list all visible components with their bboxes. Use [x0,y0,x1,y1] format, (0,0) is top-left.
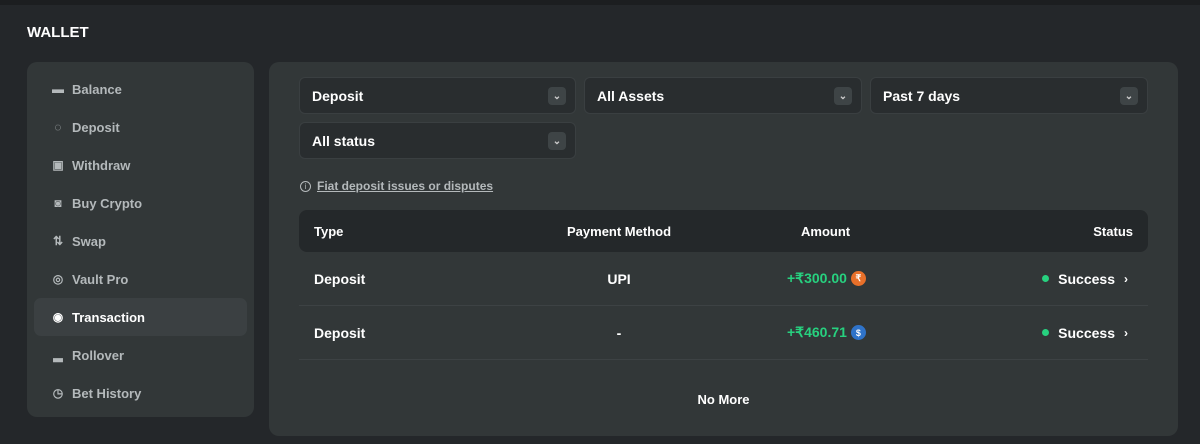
row-type: Deposit [314,270,366,287]
sidebar-item-label: Buy Crypto [72,195,143,211]
sidebar-item-label: Vault Pro [72,271,129,287]
usdc-coin-icon: $ [850,325,866,340]
asset-value: All Assets [597,87,665,104]
table-row[interactable]: Deposit - +₹460.71 $ Success › [299,306,1148,360]
cash-icon: ◙ [54,196,62,210]
sidebar-item-balance[interactable]: ▬ Balance [34,70,247,108]
header-status: Status [1093,223,1133,239]
wallet-sidebar: ▬ Balance ◌ Deposit ▣ Withdraw ◙ Buy Crypto ⇅ Swa… [27,62,254,417]
inr-coin-icon: ₹ [850,271,866,286]
asset-dropdown[interactable]: All Assets ⌄ [584,77,862,114]
chevron-right-icon[interactable]: › [1124,271,1128,286]
piggy-bank-icon: ◌ [54,120,62,134]
rollover-icon: ▂ [53,348,63,362]
chevron-down-icon: ⌄ [548,132,566,150]
dispute-note: i Fiat deposit issues or disputes [300,179,493,193]
status-dropdown[interactable]: All status ⌄ [299,122,576,159]
sidebar-item-bet-history[interactable]: ◷ Bet History [34,374,247,412]
no-more-label: No More [697,392,750,407]
status-value: All status [312,132,376,149]
period-dropdown[interactable]: Past 7 days ⌄ [870,77,1148,114]
vault-icon: ◎ [52,272,64,286]
type-dropdown[interactable]: Deposit ⌄ [299,77,576,114]
sidebar-item-label: Rollover [72,347,125,363]
clock-icon: ◷ [52,386,64,400]
row-method: - [616,324,622,341]
top-bar [0,0,1200,5]
swap-icon: ⇅ [52,234,64,248]
header-type: Type [314,223,344,239]
sidebar-item-label: Bet History [72,385,142,401]
transaction-icon: ◉ [52,310,64,324]
header-amount: Amount [801,223,851,239]
page-title: WALLET [27,24,89,41]
period-value: Past 7 days [883,87,961,104]
dispute-link[interactable]: Fiat deposit issues or disputes [317,179,494,193]
row-method: UPI [607,270,631,287]
status-dot-icon [1042,329,1050,336]
sidebar-item-transaction[interactable]: ◉ Transaction [34,298,247,336]
wallet-icon: ▬ [52,82,64,96]
header-payment-method: Payment Method [567,223,672,239]
chevron-right-icon[interactable]: › [1124,325,1128,340]
sidebar-item-withdraw[interactable]: ▣ Withdraw [34,146,247,184]
sidebar-item-label: Balance [72,81,122,97]
transaction-panel: Deposit ⌄ All Assets ⌄ Past 7 days ⌄ All st… [269,62,1178,436]
status-dot-icon [1042,275,1050,282]
sidebar-item-label: Transaction [72,309,145,325]
table-header: Type Payment Method Amount Status [299,210,1148,252]
withdraw-icon: ▣ [52,158,64,172]
type-value: Deposit [312,87,364,104]
row-type: Deposit [314,324,366,341]
chevron-down-icon: ⌄ [834,87,852,105]
sidebar-item-label: Deposit [72,119,120,135]
sidebar-item-label: Withdraw [72,157,131,173]
sidebar-item-vault-pro[interactable]: ◎ Vault Pro [34,260,247,298]
row-amount: +₹460.71 [787,324,847,340]
chevron-down-icon: ⌄ [548,87,566,105]
sidebar-item-label: Swap [72,233,106,249]
info-icon: i [300,180,311,192]
table-row[interactable]: Deposit UPI +₹300.00 ₹ Success › [299,252,1148,306]
sidebar-item-rollover[interactable]: ▂ Rollover [34,336,247,374]
sidebar-item-buy-crypto[interactable]: ◙ Buy Crypto [34,184,247,222]
chevron-down-icon: ⌄ [1120,87,1138,105]
sidebar-item-deposit[interactable]: ◌ Deposit [34,108,247,146]
sidebar-item-swap[interactable]: ⇅ Swap [34,222,247,260]
row-status: Success [1058,270,1115,287]
row-amount: +₹300.00 [787,270,847,286]
row-status: Success [1058,324,1115,341]
